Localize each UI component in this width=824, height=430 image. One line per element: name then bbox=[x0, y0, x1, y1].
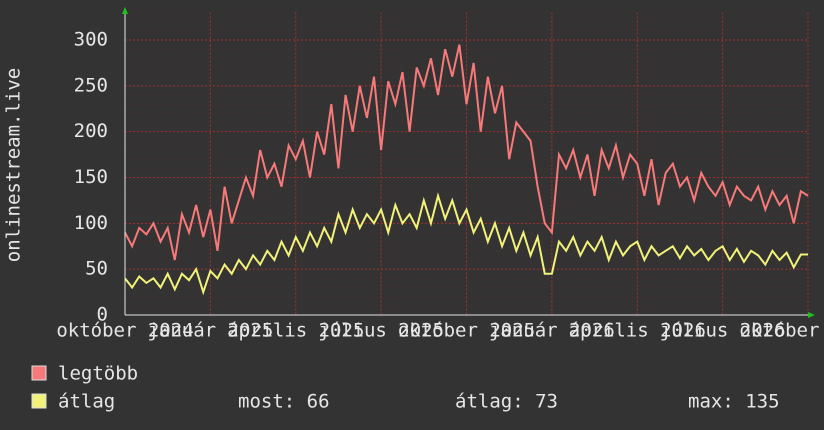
y-tick-label: 0 bbox=[97, 304, 108, 326]
legend-stat: max: 135 bbox=[688, 391, 780, 413]
legend-swatch bbox=[31, 365, 47, 381]
x-tick-label: április 2026 bbox=[569, 320, 706, 342]
x-tick-label: április 2025 bbox=[227, 320, 364, 342]
x-tick-label: január 2025 bbox=[147, 320, 273, 342]
x-arrow bbox=[808, 312, 815, 318]
x-tick-label: október 2026 bbox=[739, 320, 824, 342]
y-axis-label: onlinestream.live bbox=[3, 68, 25, 262]
legend-stat: átlag: 73 bbox=[455, 391, 558, 413]
y-tick-label: 50 bbox=[85, 258, 108, 280]
legend-label: átlag bbox=[58, 391, 115, 413]
y-arrow bbox=[122, 7, 128, 14]
x-tick-label: október 2024 bbox=[56, 320, 193, 342]
y-tick-label: 200 bbox=[74, 120, 108, 142]
legend-label: legtöbb bbox=[58, 363, 138, 385]
y-tick-label: 300 bbox=[74, 29, 108, 51]
y-tick-label: 250 bbox=[74, 74, 108, 96]
x-tick-label: július 2025 bbox=[318, 320, 444, 342]
series-line bbox=[124, 192, 808, 296]
y-tick-label: 150 bbox=[74, 166, 108, 188]
y-tick-label: 100 bbox=[74, 212, 108, 234]
legend-swatch bbox=[31, 393, 47, 409]
legend-stat: most: 66 bbox=[238, 391, 330, 413]
x-tick-label: július 2026 bbox=[660, 320, 786, 342]
x-tick-label: október 2025 bbox=[398, 320, 535, 342]
series-line bbox=[124, 44, 809, 261]
x-tick-label: január 2026 bbox=[489, 320, 615, 342]
